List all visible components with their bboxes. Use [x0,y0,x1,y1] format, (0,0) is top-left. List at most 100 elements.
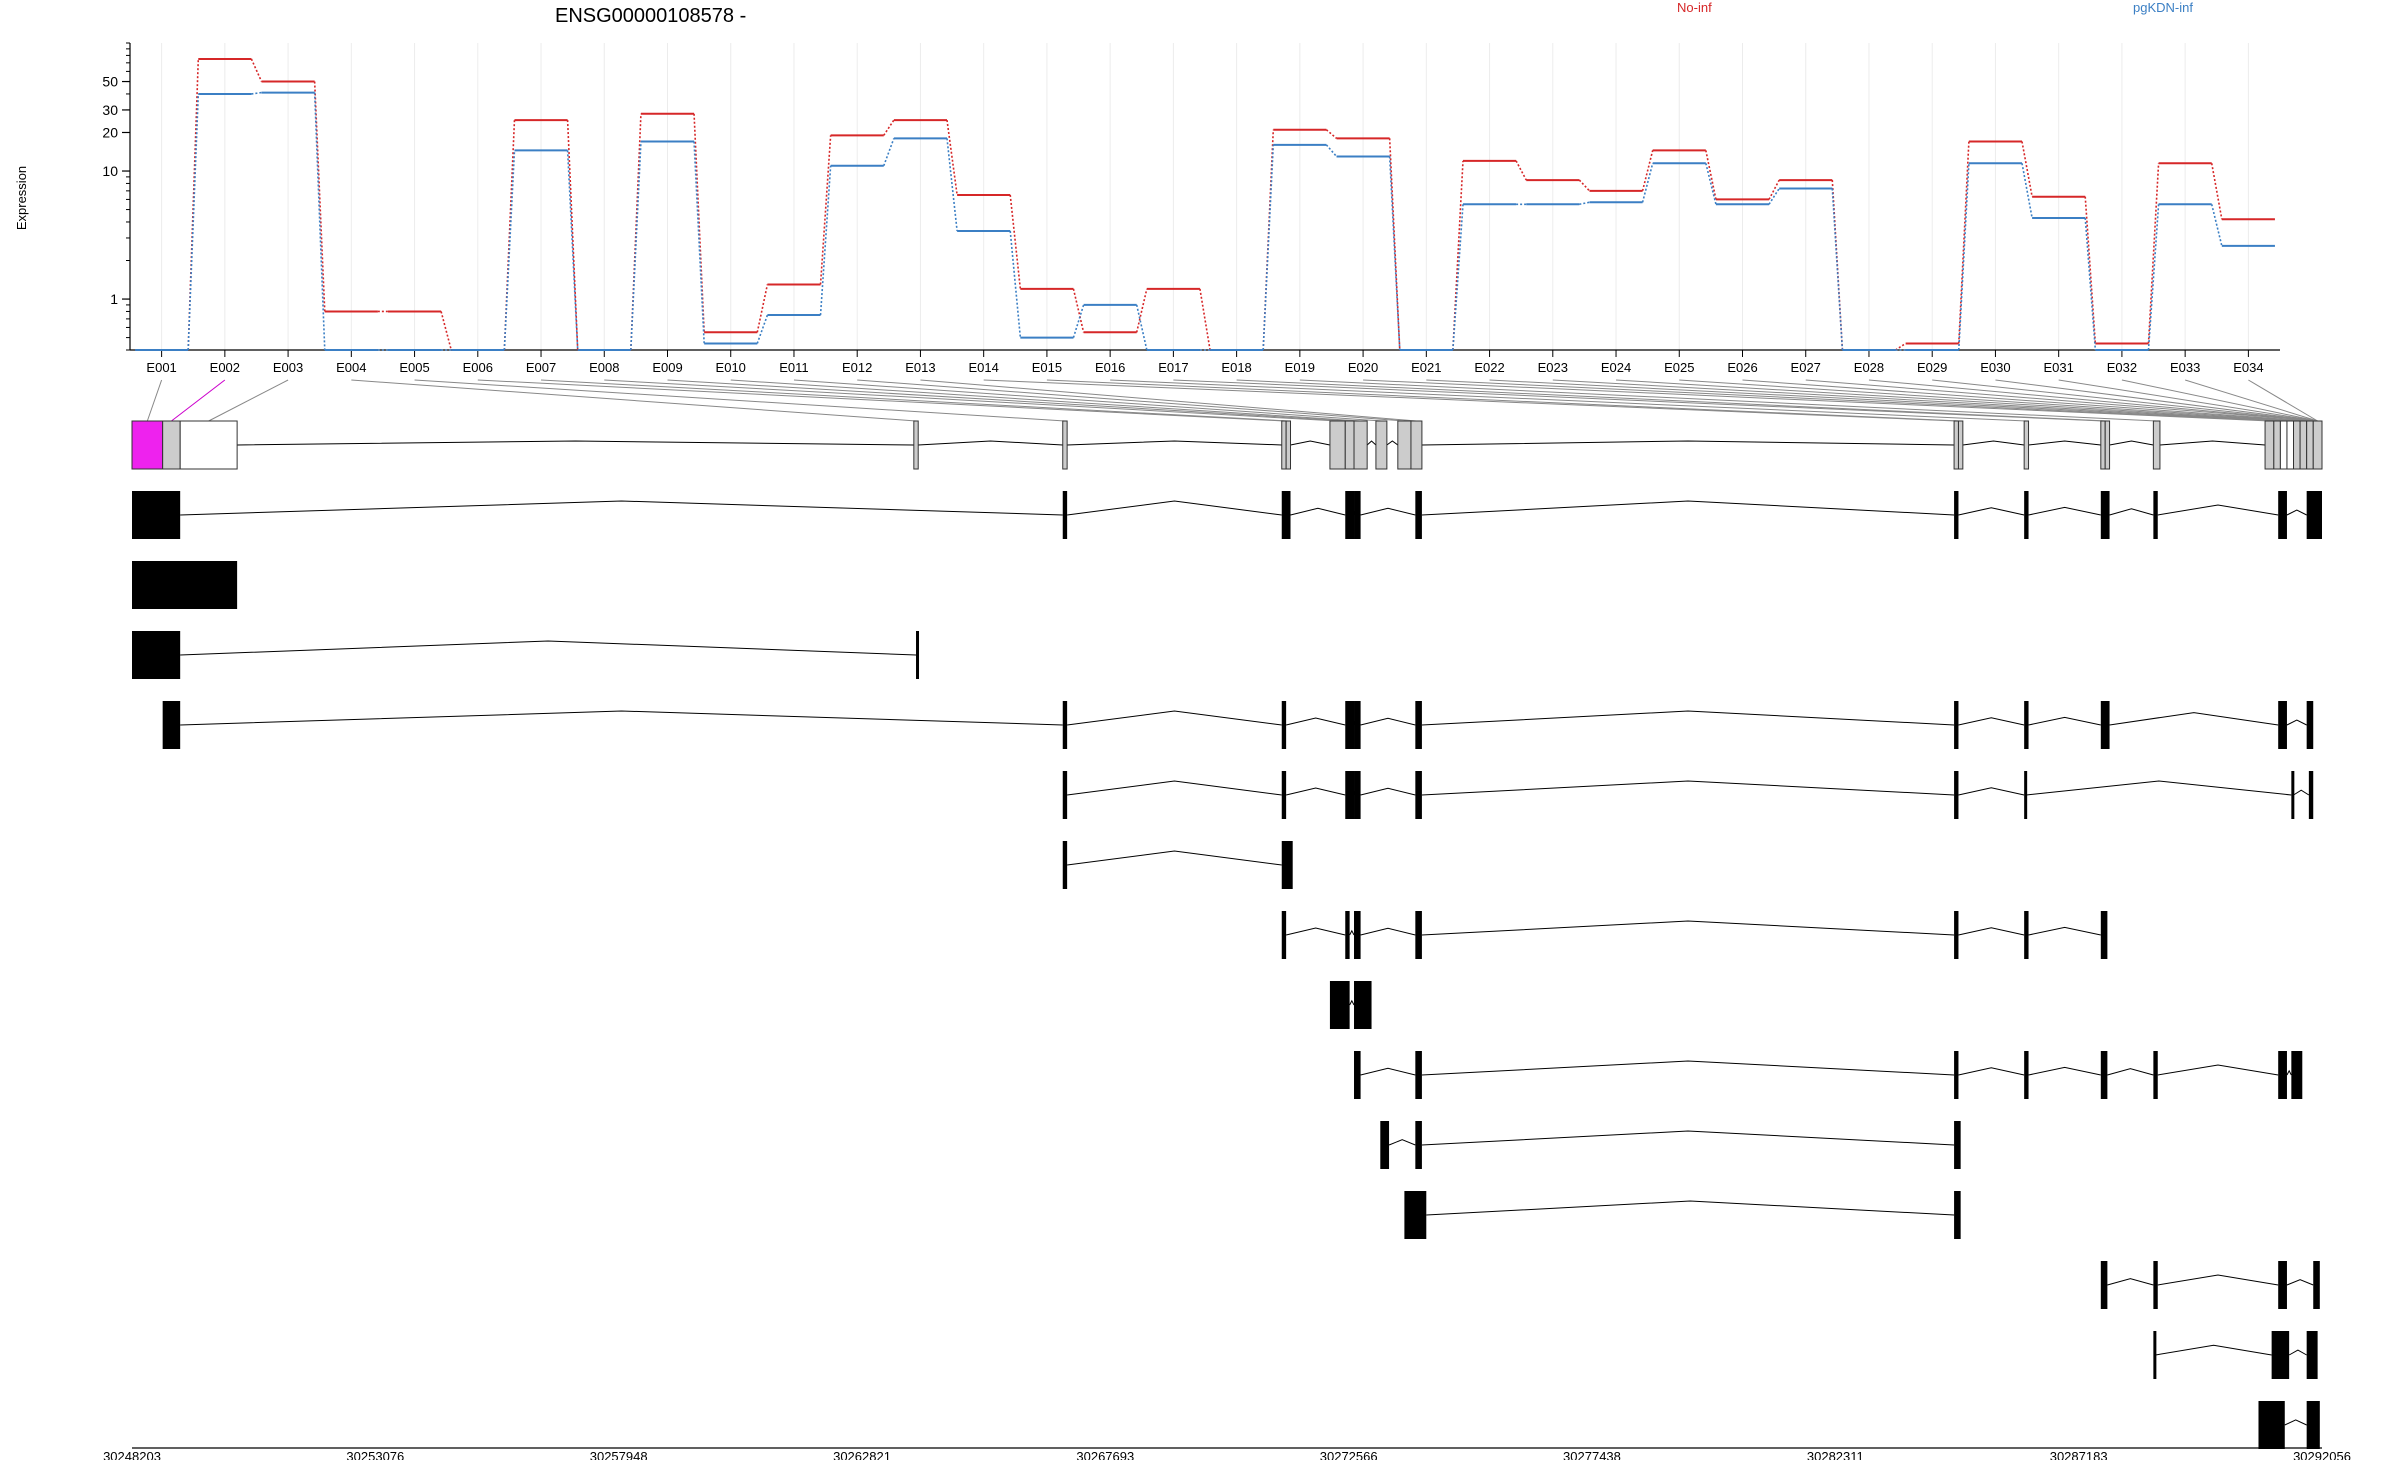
transcript-exon [1062,491,1068,539]
transcript-exon [1354,981,1372,1029]
transcript-intron [2028,1066,2101,1076]
transcript-exon [1354,491,1361,539]
transcript-exon [2306,1331,2318,1379]
gene-model-exon [2306,420,2314,470]
series-connector [756,284,769,333]
series-connector [1199,288,1211,351]
series-connector [1895,342,1907,351]
transcript-exon [2100,701,2110,749]
transcript-exon [2278,491,2287,539]
transcript-exon [2278,1261,2287,1309]
x-tick-label: E005 [399,360,429,375]
transcript-intron [2109,712,2279,726]
y-tick-label: 20 [102,124,118,140]
gene-model-exon [2104,420,2111,470]
transcript-track [132,561,238,609]
x-tick-label: E015 [1032,360,1062,375]
series-connector [1705,163,1717,205]
transcript-intron [2293,789,2310,796]
transcript-exon [1345,491,1355,539]
exon-connector [1489,379,2284,422]
gene-model-exon [1062,420,1068,470]
transcript-intron [1421,1060,1955,1076]
series-connector [630,141,642,351]
series-connector [187,93,200,351]
x-tick-label: E028 [1854,360,1884,375]
exon-connector [2184,379,2318,422]
exon-connector [1046,379,1961,422]
transcript-exon [2153,491,2158,539]
series-connector [1452,160,1464,351]
genomic-tick-label: 30282311 [1807,1449,1864,1460]
genomic-tick-label: 30262821 [833,1449,891,1460]
transcript-intron [2286,1069,2292,1076]
series-connector [2021,141,2033,197]
transcript-intron [1958,927,2025,936]
transcript-intron [1360,717,1416,726]
x-tick-label: E010 [716,360,746,375]
transcript-intron [2107,1068,2154,1076]
series-connector [1009,194,1022,290]
series-connector [1641,163,1654,203]
transcript-track [1281,911,2108,959]
transcript-intron [2026,780,2292,796]
transcript-intron [2288,1349,2307,1356]
transcript-intron [1388,1139,1416,1146]
series-connector [566,150,579,351]
series-connector [693,141,705,344]
gene-model-exon [2100,420,2106,470]
gene-model-exon [1344,420,1355,470]
x-tick-label: E030 [1980,360,2010,375]
transcript-intron [1426,1200,1955,1216]
transcript-track [1354,1051,2303,1099]
transcript-exon [1415,491,1422,539]
x-tick-label: E024 [1601,360,1631,375]
transcript-exon [2024,911,2029,959]
transcript-exon [1354,1051,1361,1099]
exon-connector [1932,379,2318,422]
transcript-exon [1281,771,1287,819]
exon-connector [793,379,1382,422]
gene-model [131,420,2323,470]
transcript-exon [2153,1261,2158,1309]
series-connector [1262,144,1275,351]
transcript-exon [2308,771,2314,819]
x-tick-label: E032 [2107,360,2137,375]
series-connector [1831,188,1844,351]
series-connector [2147,204,2160,351]
gene-model-exon [1285,420,1292,470]
transcript-intron [1067,850,1282,866]
transcript-exon [1404,1191,1427,1239]
y-tick-label: 50 [102,74,118,90]
exon-connector [1173,379,2104,422]
legend-label-pgkdn-inf: pgKDN-inf [2133,0,2193,15]
y-tick-label: 1 [110,291,118,307]
transcript-exon [1954,1051,1959,1099]
transcript-exon [1954,491,1959,539]
legend-label-no-inf: No-inf [1677,0,1712,15]
transcript-intron [1421,1130,1955,1146]
gene-model-exon [2264,420,2275,470]
transcript-exon [132,491,181,539]
genomic-tick-label: 30272566 [1320,1449,1378,1460]
exon-connector [604,379,1338,422]
series-connector [1578,179,1591,192]
transcript-exon [2271,1331,2290,1379]
x-tick-label: E022 [1474,360,1504,375]
series-connector [1768,188,1780,205]
transcript-intron [1286,787,1346,796]
x-tick-label: E006 [463,360,493,375]
transcript-exon [1354,911,1361,959]
gene-model-intron [918,440,1063,446]
exon-connector [146,379,163,422]
series-connector [1072,288,1085,333]
transcript-exon [2278,1051,2287,1099]
genomic-tick-label: 30257948 [590,1449,648,1460]
exon-connector [920,379,1417,422]
transcript-exon [1954,1121,1961,1169]
transcript-intron [2028,506,2101,516]
transcript-intron [1958,787,2025,796]
transcript-exon [1345,911,1350,959]
gene-model-exon [2299,420,2308,470]
plot-area: 1 10 20 30 50 E001 E002 E003 E004 E005 E006 E007 E00… [102,42,2280,375]
